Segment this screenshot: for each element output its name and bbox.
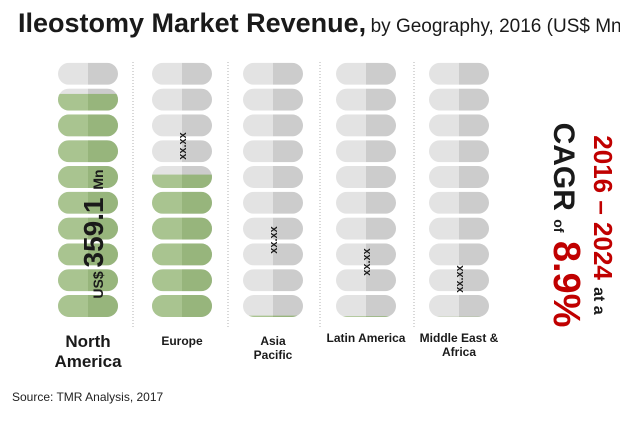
pill-unit — [152, 166, 212, 188]
pill-unit — [336, 295, 396, 317]
pill-unit — [58, 217, 118, 240]
column-north-america — [58, 62, 118, 317]
pill-unit — [429, 140, 489, 163]
pill-unit — [152, 243, 212, 266]
value-label: xx.xx — [454, 264, 466, 292]
pill-unit — [336, 243, 396, 266]
pill-unit — [58, 166, 118, 188]
pill-unit — [243, 88, 303, 111]
pill-unit — [243, 140, 303, 163]
pill-unit — [336, 191, 396, 214]
pill-unit — [58, 269, 118, 292]
pill-unit — [58, 295, 118, 317]
pill-unit — [429, 269, 489, 292]
category-label: Latin America — [327, 331, 406, 345]
cagr-value: 8.9% — [545, 240, 587, 328]
pill-unit — [429, 191, 489, 214]
chart-title-sub: by Geography, 2016 (US$ Mn) — [370, 16, 620, 37]
pill-unit — [152, 217, 212, 240]
source-note: Source: TMR Analysis, 2017 — [12, 390, 164, 404]
cagr-value-line: CAGR of 8.9% — [542, 122, 587, 328]
value-label: xx.xx — [361, 247, 373, 275]
pill-layer: US$ 359.1 Mn xx.xx xx.xx xx.xx xx.xx North Ame… — [54, 62, 499, 371]
value-label: xx.xx — [177, 131, 189, 159]
category-label: Europe — [161, 334, 203, 348]
chart-title: Ileostomy Market Revenue, by Geography, … — [18, 8, 620, 39]
pill-unit — [429, 217, 489, 240]
cagr-of: of — [551, 219, 567, 233]
pill-unit — [152, 114, 212, 137]
pill-unit — [243, 191, 303, 214]
pill-unit — [58, 62, 118, 85]
pill-unit — [243, 217, 303, 240]
pill-unit — [336, 62, 396, 85]
column-asia-pacific — [243, 62, 303, 317]
value-label: xx.xx — [268, 225, 280, 253]
cagr-label: CAGR — [547, 122, 580, 211]
pill-unit — [152, 88, 212, 111]
value-label-north-america: US$ 359.1 Mn — [78, 169, 109, 298]
pill-unit — [58, 140, 118, 163]
cagr-at: at a — [590, 287, 607, 315]
column-middle-east-africa — [429, 62, 489, 317]
pill-unit — [429, 166, 489, 188]
pill-unit — [336, 88, 396, 111]
pill-unit — [429, 295, 489, 317]
pill-unit — [243, 62, 303, 85]
pill-unit — [243, 295, 303, 317]
pill-unit — [243, 166, 303, 188]
pill-unit — [336, 166, 396, 188]
pill-unit — [429, 114, 489, 137]
column-latin-america — [336, 62, 396, 317]
pill-unit — [243, 243, 303, 266]
cagr-callout: 2016 – 2024 at a CAGR of 8.9% — [542, 123, 618, 328]
pill-unit — [152, 295, 212, 317]
cagr-period: 2016 – 2024 — [588, 135, 618, 280]
pill-unit — [152, 191, 212, 214]
pill-unit — [152, 140, 212, 163]
pill-unit — [152, 269, 212, 292]
pill-unit — [152, 62, 212, 85]
category-label: North America — [54, 332, 122, 371]
column-europe — [152, 62, 212, 317]
category-label: Asia Pacific — [254, 334, 293, 362]
pill-unit — [243, 114, 303, 137]
category-label: Middle East & Africa — [420, 331, 499, 359]
pill-unit — [336, 269, 396, 292]
pill-unit — [336, 140, 396, 163]
pill-unit — [58, 243, 118, 266]
pill-unit — [58, 114, 118, 137]
pill-unit — [429, 62, 489, 85]
pill-unit — [58, 191, 118, 214]
pill-unit — [336, 114, 396, 137]
pill-unit — [58, 88, 118, 111]
pill-unit — [336, 217, 396, 240]
pill-unit — [429, 243, 489, 266]
chart-title-main: Ileostomy Market Revenue, — [18, 8, 367, 38]
pill-unit — [429, 88, 489, 111]
pill-unit — [243, 269, 303, 292]
cagr-period-line: 2016 – 2024 at a — [583, 123, 618, 328]
